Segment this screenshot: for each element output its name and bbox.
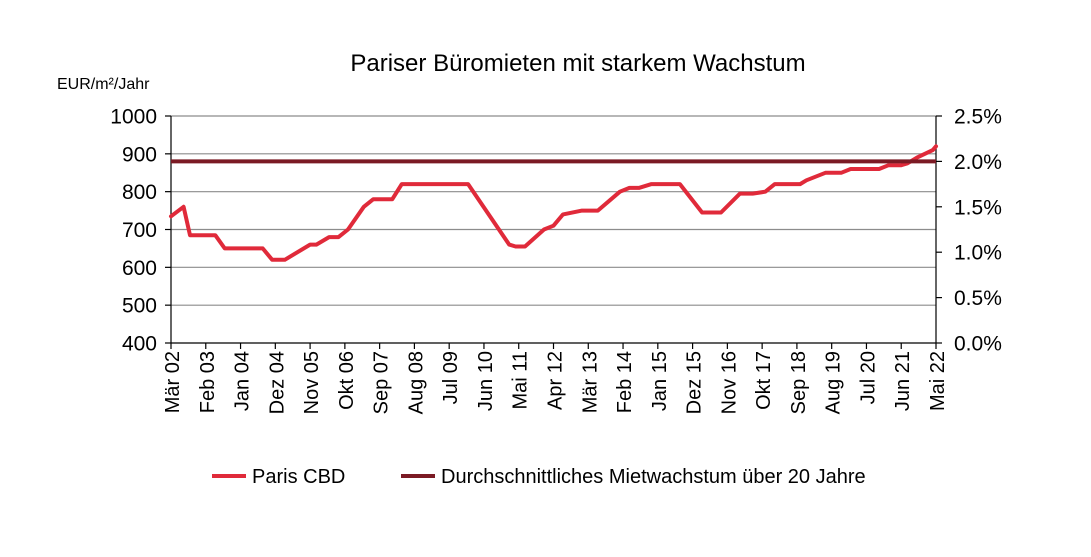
- legend-label-paris-cbd: Paris CBD: [252, 466, 345, 488]
- x-tick-label-15: Dez 15: [684, 351, 706, 414]
- x-tick-label-18: Sep 18: [788, 351, 810, 414]
- right-tick-label-1.0%: 1.0%: [954, 242, 1002, 265]
- x-tick-label-20: Jul 20: [857, 351, 879, 404]
- left-tick-label-600: 600: [122, 257, 157, 280]
- x-tick-label-19: Aug 19: [823, 351, 845, 414]
- series-paris-cbd-line: [169, 144, 938, 262]
- x-tick-label-17: Okt 17: [753, 351, 775, 410]
- x-tick-label-3: Dez 04: [266, 351, 288, 414]
- x-tick-label-7: Aug 08: [405, 351, 427, 414]
- right-tick-label-0.5%: 0.5%: [954, 287, 1002, 310]
- left-tick-label-500: 500: [122, 295, 157, 318]
- right-axis-ticks: 0.0% 0.5% 1.0% 1.5% 2.0% 2.5%: [936, 106, 1002, 356]
- right-tick-label-2.0%: 2.0%: [954, 151, 1002, 174]
- right-tick-label-0.0%: 0.0%: [954, 333, 1002, 356]
- series-group: [169, 144, 938, 262]
- left-axis-ticks: 400 500 600 700 800 900 1000: [110, 106, 171, 356]
- chart-title: Pariser Büromieten mit starkem Wachstum: [350, 50, 805, 77]
- x-tick-label-5: Okt 06: [336, 351, 358, 410]
- x-tick-label-13: Feb 14: [614, 351, 636, 413]
- x-tick-label-12: Mär 13: [579, 351, 601, 413]
- x-tick-label-1: Feb 03: [197, 351, 219, 413]
- left-tick-label-800: 800: [122, 181, 157, 204]
- left-tick-label-400: 400: [122, 333, 157, 356]
- x-tick-label-6: Sep 07: [371, 351, 393, 414]
- x-tick-label-11: Apr 12: [545, 351, 567, 410]
- left-tick-label-700: 700: [122, 219, 157, 242]
- x-axis-ticks: Mär 02 Feb 03 Jan 04 Dez 04 Nov 05 Okt 06 Sep …: [162, 343, 949, 414]
- left-tick-label-900: 900: [122, 143, 157, 166]
- gridlines: [171, 115, 936, 306]
- x-tick-label-14: Jan 15: [649, 351, 671, 411]
- x-tick-label-0: Mär 02: [162, 351, 184, 413]
- x-tick-label-8: Jul 09: [440, 351, 462, 404]
- x-tick-label-21: Jun 21: [892, 351, 914, 411]
- x-tick-label-10: Mai 11: [510, 351, 532, 410]
- x-tick-label-16: Nov 16: [718, 351, 740, 414]
- x-tick-label-9: Jun 10: [475, 351, 497, 411]
- right-tick-label-1.5%: 1.5%: [954, 196, 1002, 219]
- legend: Paris CBD Durchschnittliches Mietwachstu…: [212, 466, 866, 488]
- x-tick-label-2: Jan 04: [232, 351, 254, 411]
- legend-label-average-growth: Durchschnittliches Mietwachstum über 20 …: [441, 466, 866, 488]
- x-tick-label-22: Mai 22: [927, 351, 949, 411]
- right-tick-label-2.5%: 2.5%: [954, 106, 1002, 129]
- y-axis-label: EUR/m²/Jahr: [57, 76, 150, 93]
- left-tick-label-1000: 1000: [110, 106, 157, 129]
- x-tick-label-4: Nov 05: [301, 351, 323, 414]
